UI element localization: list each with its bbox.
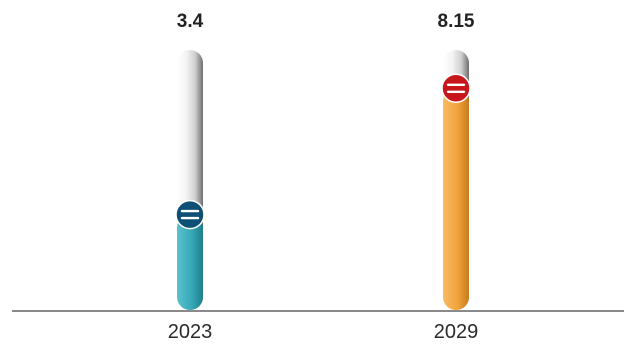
data-label-2029: 8.15 bbox=[438, 11, 475, 32]
x-tick-label-2023: 2023 bbox=[168, 321, 213, 343]
bar-2029 bbox=[443, 88, 469, 311]
bar-2023 bbox=[177, 214, 203, 310]
data-label-2023: 3.4 bbox=[177, 11, 204, 32]
level-marker-2029 bbox=[441, 73, 471, 104]
level-marker-2023 bbox=[175, 199, 205, 230]
level-marker-circle bbox=[441, 73, 471, 104]
labels-layer: 3.4 2023 8.15 2029 bbox=[168, 11, 479, 343]
x-tick-label-2029: 2029 bbox=[434, 321, 479, 343]
bar-group-2023 bbox=[175, 50, 205, 310]
bar-group-2029 bbox=[441, 50, 471, 311]
level-marker-circle bbox=[175, 199, 205, 230]
bars-layer bbox=[175, 50, 471, 311]
